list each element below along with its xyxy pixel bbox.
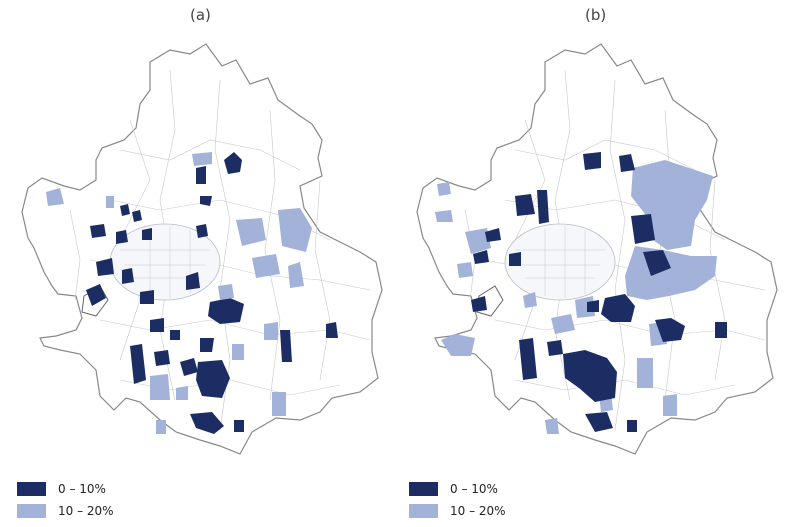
legend-label-10-20: 10 – 20% xyxy=(450,503,506,518)
region-outline xyxy=(416,43,778,455)
legend-swatch-0-10 xyxy=(409,481,438,496)
legend-swatch-0-10 xyxy=(17,481,46,496)
districts-0-10-pct xyxy=(86,152,338,434)
legend-label-0-10: 0 – 10% xyxy=(450,481,498,496)
choropleth-map-a xyxy=(21,43,383,455)
legend-label-10-20: 10 – 20% xyxy=(58,503,114,518)
region-outline xyxy=(21,43,383,455)
districts-10-20-pct xyxy=(46,152,312,434)
legend-item-low: 0 – 10% xyxy=(409,479,506,498)
dense-core xyxy=(476,223,616,317)
legend-a: 0 – 10% 10 – 20% xyxy=(17,479,114,523)
legend-label-0-10: 0 – 10% xyxy=(58,481,106,496)
panel-label-b: (b) xyxy=(585,6,607,24)
legend-swatch-10-20 xyxy=(409,503,438,518)
panel-label-a: (a) xyxy=(190,6,211,24)
legend-item-low: 0 – 10% xyxy=(17,479,114,498)
choropleth-map-b xyxy=(416,43,778,455)
legend-item-high: 10 – 20% xyxy=(17,501,114,520)
legend-swatch-10-20 xyxy=(17,503,46,518)
legend-item-high: 10 – 20% xyxy=(409,501,506,520)
legend-b: 0 – 10% 10 – 20% xyxy=(409,479,506,523)
districts-0-10-pct xyxy=(471,152,727,432)
